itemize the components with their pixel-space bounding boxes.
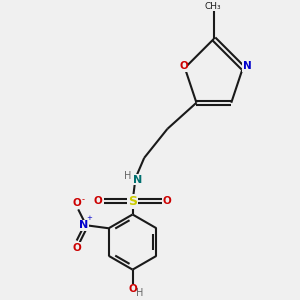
Text: -: -: [82, 195, 85, 204]
Text: N: N: [243, 61, 252, 71]
Text: S: S: [128, 195, 137, 208]
Text: O: O: [72, 243, 81, 253]
Text: H: H: [124, 171, 131, 181]
Text: O: O: [179, 61, 188, 71]
Text: O: O: [163, 196, 171, 206]
Text: H: H: [136, 288, 143, 298]
Text: O: O: [72, 198, 81, 208]
Text: CH₃: CH₃: [204, 2, 221, 11]
Text: O: O: [94, 196, 103, 206]
Text: N: N: [80, 220, 89, 230]
Text: +: +: [86, 215, 92, 221]
Text: O: O: [128, 284, 137, 294]
Text: N: N: [133, 175, 142, 185]
